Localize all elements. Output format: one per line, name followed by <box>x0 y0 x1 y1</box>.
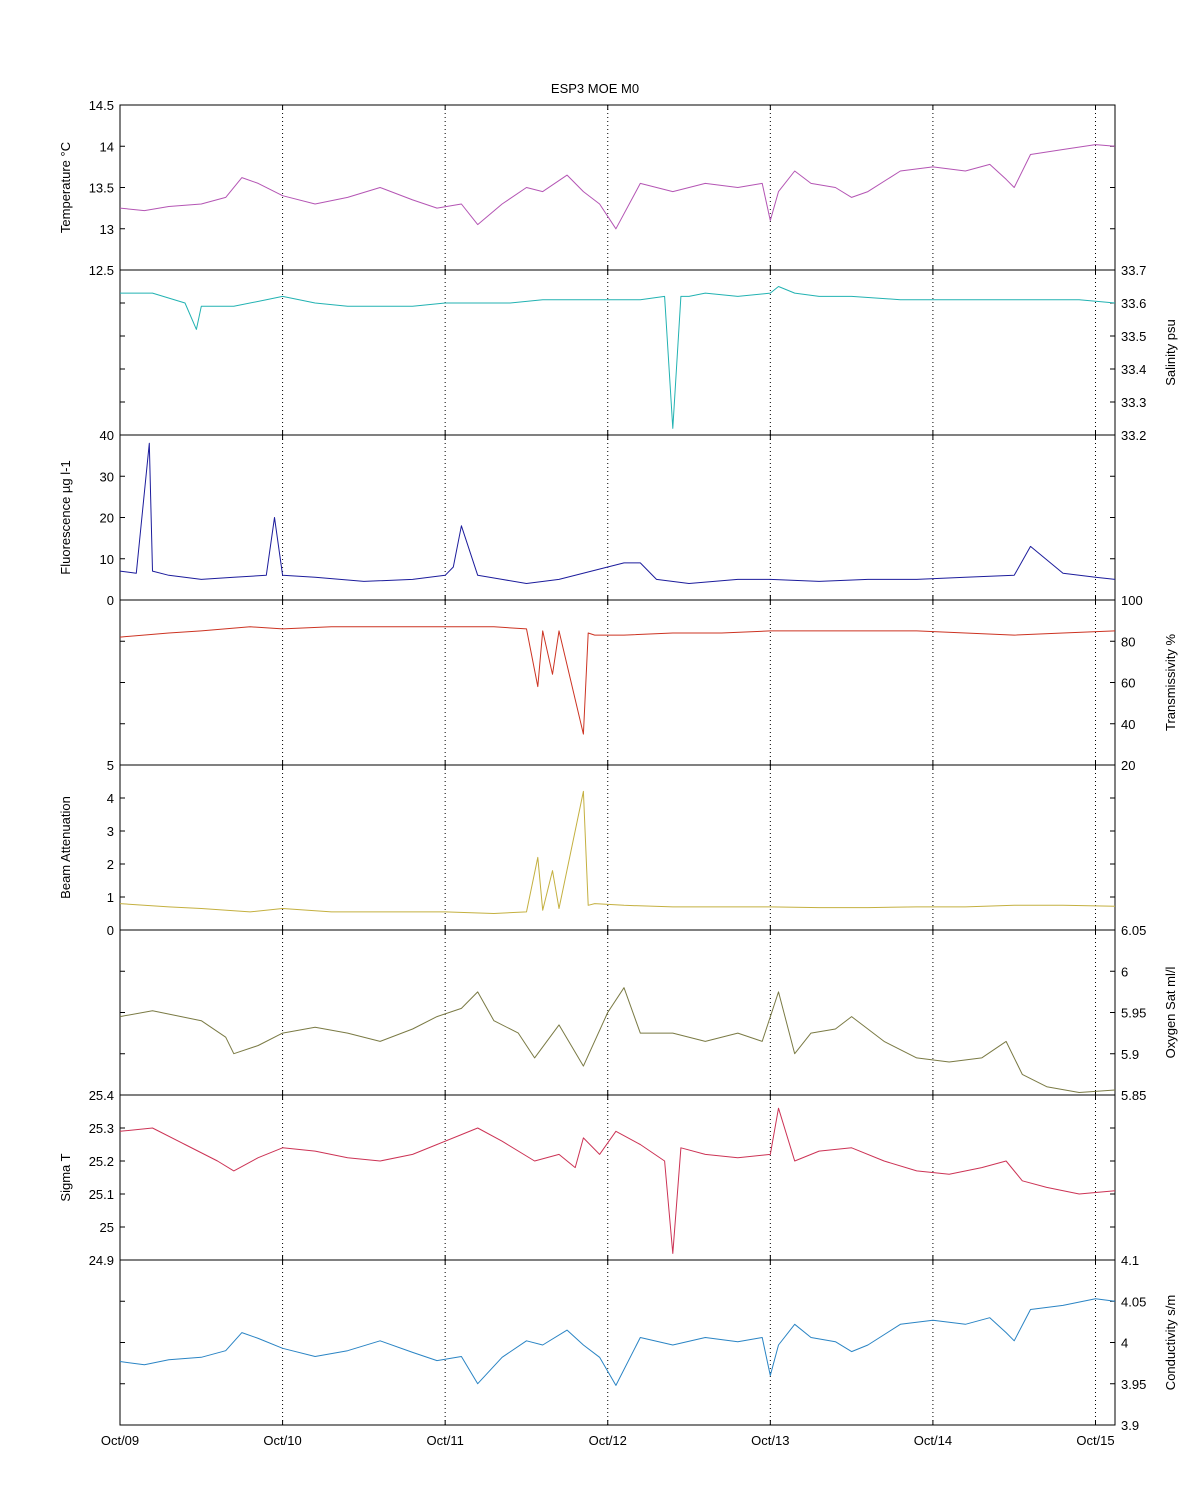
series-line-beam-attenuation <box>119 790 1116 914</box>
y-tick-label: 30 <box>100 469 114 484</box>
y-tick-label: 25.3 <box>89 1121 114 1136</box>
panel-frame <box>119 599 1116 766</box>
figure-title: ESP3 MOE M0 <box>551 81 639 96</box>
series-line-temperature-c <box>119 144 1116 230</box>
panel-frame <box>119 269 1116 436</box>
y-tick-label: 33.4 <box>1121 362 1146 377</box>
y-axis-label-salinity-psu: Salinity psu <box>1163 319 1178 385</box>
y-tick-label: 1 <box>107 890 114 905</box>
panel-temperature-c: 12.5 13 13.5 14 14.5 Temperature °C <box>58 98 1116 278</box>
y-tick-label: 25.2 <box>89 1154 114 1169</box>
series-line-oxygen-sat-ml-l <box>119 987 1116 1093</box>
panel-transmissivity: 20 40 60 80 100 Transmissivity % <box>119 593 1178 773</box>
y-tick-label: 5.9 <box>1121 1047 1139 1062</box>
y-axis-label-transmissivity: Transmissivity % <box>1163 634 1178 731</box>
y-tick-label: 13 <box>100 222 114 237</box>
y-tick-label: 6.05 <box>1121 923 1146 938</box>
y-tick-label: 33.2 <box>1121 428 1146 443</box>
y-axis-label-fluorescence-g-l-1: Fluorescence µg l-1 <box>58 460 73 574</box>
y-tick-label: 12.5 <box>89 263 114 278</box>
y-axis-label-oxygen-sat-ml-l: Oxygen Sat ml/l <box>1163 967 1178 1059</box>
y-tick-label: 33.3 <box>1121 395 1146 410</box>
shared-x-axis: Oct/09 Oct/10 Oct/11 Oct/12 Oct/13 Oct/14 Oct/… <box>101 1433 1115 1448</box>
y-tick-label: 5.95 <box>1121 1006 1146 1021</box>
y-tick-label: 100 <box>1121 593 1143 608</box>
panel-oxygen-sat-ml-l: 5.85 5.9 5.95 6 6.05 Oxygen Sat ml/l <box>119 923 1178 1103</box>
y-tick-label: 25.1 <box>89 1187 114 1202</box>
y-tick-label: 25 <box>100 1220 114 1235</box>
panel-fluorescence-g-l-1: 0 10 20 30 40 Fluorescence µg l-1 <box>58 428 1116 608</box>
panel-frame <box>119 104 1116 271</box>
series-line-transmissivity <box>119 626 1116 735</box>
series-line-fluorescence-g-l-1 <box>119 442 1116 584</box>
panel-frame <box>119 929 1116 1096</box>
x-tick-label: Oct/10 <box>263 1433 301 1448</box>
series-line-sigma-t <box>119 1107 1116 1254</box>
y-tick-label: 6 <box>1121 964 1128 979</box>
y-axis-label-conductivity-s-m: Conductivity s/m <box>1163 1295 1178 1390</box>
y-tick-label: 10 <box>100 552 114 567</box>
y-tick-label: 13.5 <box>89 181 114 196</box>
y-tick-label: 5 <box>107 758 114 773</box>
panel-beam-attenuation: 0 1 2 3 4 5 Beam Attenuation <box>58 758 1116 938</box>
y-axis-label-beam-attenuation: Beam Attenuation <box>58 796 73 899</box>
series-line-salinity-psu <box>120 286 1116 429</box>
y-tick-label: 25.4 <box>89 1088 114 1103</box>
y-tick-label: 5.85 <box>1121 1088 1146 1103</box>
y-tick-label: 60 <box>1121 676 1135 691</box>
y-tick-label: 24.9 <box>89 1253 114 1268</box>
y-tick-label: 33.6 <box>1121 296 1146 311</box>
y-tick-label: 0 <box>107 923 114 938</box>
y-tick-label: 4 <box>107 791 114 806</box>
panel-frame <box>119 1094 1116 1261</box>
y-tick-label: 3.9 <box>1121 1418 1139 1433</box>
y-tick-label: 4.1 <box>1121 1253 1139 1268</box>
y-tick-label: 4 <box>1121 1336 1128 1351</box>
y-axis-label-temperature-c: Temperature °C <box>58 142 73 233</box>
y-tick-label: 33.5 <box>1121 329 1146 344</box>
x-tick-label: Oct/14 <box>914 1433 952 1448</box>
y-tick-label: 14.5 <box>89 98 114 113</box>
y-tick-label: 0 <box>107 593 114 608</box>
panel-salinity-psu: 33.2 33.3 33.4 33.5 33.6 33.7 Salinity psu <box>119 263 1178 443</box>
y-tick-label: 20 <box>100 511 114 526</box>
series-line-conductivity-s-m <box>119 1298 1116 1386</box>
x-tick-label: Oct/11 <box>426 1433 463 1448</box>
panel-sigma-t: 24.9 25 25.1 25.2 25.3 25.4 Sigma T <box>58 1088 1116 1268</box>
y-tick-label: 33.7 <box>1121 263 1146 278</box>
x-tick-label: Oct/09 <box>101 1433 139 1448</box>
y-tick-label: 20 <box>1121 758 1135 773</box>
x-tick-label: Oct/12 <box>589 1433 627 1448</box>
x-tick-label: Oct/13 <box>751 1433 789 1448</box>
y-tick-label: 3 <box>107 824 114 839</box>
panel-frame <box>119 434 1116 601</box>
panel-conductivity-s-m: 3.9 3.95 4 4.05 4.1 Conductivity s/m <box>119 1253 1178 1433</box>
y-tick-label: 80 <box>1121 634 1135 649</box>
x-tick-label: Oct/15 <box>1076 1433 1114 1448</box>
y-tick-label: 2 <box>107 857 114 872</box>
y-axis-label-sigma-t: Sigma T <box>58 1153 73 1201</box>
y-tick-label: 4.05 <box>1121 1294 1146 1309</box>
y-tick-label: 40 <box>1121 717 1135 732</box>
y-tick-label: 14 <box>100 139 114 154</box>
y-tick-label: 40 <box>100 428 114 443</box>
y-tick-label: 3.95 <box>1121 1377 1146 1392</box>
